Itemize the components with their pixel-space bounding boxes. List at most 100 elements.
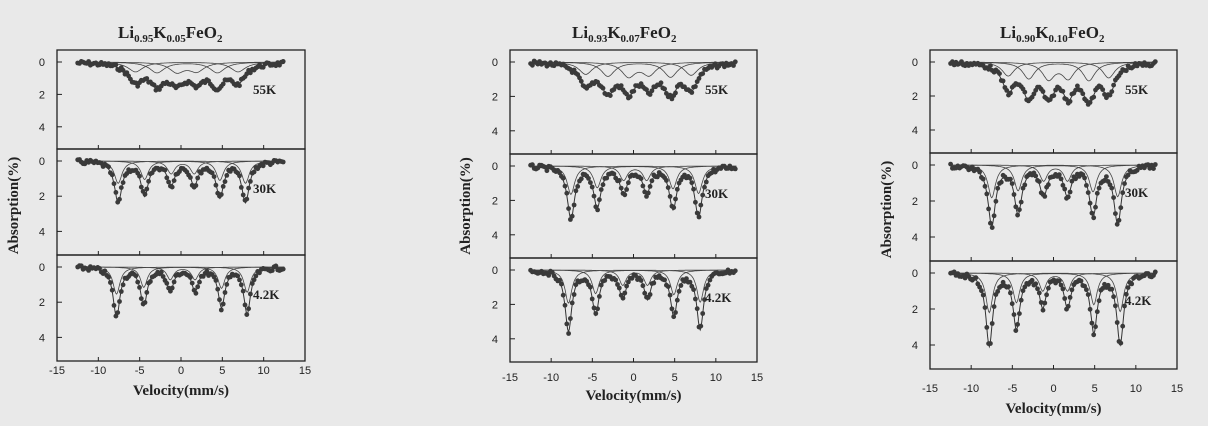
- data-point: [665, 284, 671, 289]
- data-point: [674, 186, 680, 192]
- fit-subspectrum: [950, 164, 1157, 199]
- data-point: [722, 64, 727, 70]
- data-point: [1089, 320, 1095, 326]
- data-point: [1085, 190, 1091, 196]
- data-point: [120, 67, 126, 73]
- data-point: [979, 288, 984, 294]
- data-point: [700, 71, 706, 76]
- data-point: [1046, 285, 1051, 291]
- data-point: [133, 273, 139, 279]
- data-point: [1111, 195, 1116, 201]
- data-point: [1100, 286, 1106, 291]
- y-tick-label: 2: [492, 299, 498, 311]
- data-point: [251, 277, 257, 283]
- panel-4.2K: 0 2 4 4.2K: [912, 260, 1178, 370]
- data-point: [142, 191, 148, 197]
- data-point: [1046, 182, 1051, 188]
- data-point: [248, 179, 253, 184]
- data-point: [1087, 306, 1093, 312]
- data-point: [997, 71, 1002, 76]
- data-point: [97, 266, 102, 271]
- data-point: [544, 168, 550, 174]
- data-point: [667, 292, 673, 298]
- data-point: [280, 59, 286, 64]
- y-tick-label: 0: [39, 262, 45, 274]
- data-point: [982, 183, 988, 189]
- temperature-label: 55K: [705, 82, 729, 97]
- data-point: [220, 81, 226, 87]
- data-point: [222, 179, 228, 185]
- y-tick-label: 4: [912, 125, 918, 137]
- panel-4.2K: 0 2 4 4.2K: [492, 257, 758, 363]
- data-point: [1087, 200, 1093, 206]
- data-point: [249, 281, 255, 286]
- data-point: [146, 178, 152, 184]
- data-point: [626, 180, 631, 186]
- data-point: [218, 307, 224, 313]
- y-tick-label: 4: [492, 230, 498, 242]
- data-point: [702, 184, 707, 190]
- data-point: [698, 323, 704, 329]
- data-point: [662, 277, 667, 283]
- data-point: [160, 274, 166, 279]
- data-point: [607, 93, 613, 98]
- data-point: [995, 185, 1001, 191]
- data-point: [988, 220, 993, 226]
- data-point: [171, 178, 177, 184]
- data-point: [732, 268, 738, 274]
- data-point: [578, 78, 584, 84]
- data-point: [1084, 183, 1089, 188]
- data-point: [115, 310, 121, 315]
- data-point: [651, 280, 657, 286]
- data-point: [1129, 281, 1135, 287]
- data-point: [647, 92, 653, 97]
- data-point: [222, 290, 228, 295]
- data-point: [622, 192, 628, 198]
- formula-subscript: 2: [217, 33, 223, 45]
- data-point: [193, 290, 199, 296]
- data-point: [698, 202, 704, 208]
- data-point: [109, 172, 115, 178]
- data-point: [244, 196, 250, 202]
- data-point: [111, 181, 117, 187]
- data-point: [586, 176, 591, 181]
- y-tick-label: 2: [912, 91, 918, 103]
- data-point: [600, 182, 606, 188]
- data-point: [1017, 207, 1022, 213]
- data-point: [1078, 278, 1084, 284]
- data-point: [117, 196, 122, 202]
- data-point: [1152, 269, 1158, 275]
- data-point: [1116, 217, 1122, 223]
- x-tick-label: 15: [299, 365, 311, 377]
- data-point: [1100, 87, 1106, 92]
- y-tick-label: 4: [912, 340, 918, 352]
- fit-subspectrum: [950, 272, 1157, 306]
- y-tick-label: 4: [39, 332, 45, 344]
- data-point: [616, 178, 622, 183]
- data-point: [568, 316, 573, 321]
- data-point: [1064, 97, 1069, 102]
- data-point: [242, 302, 248, 308]
- data-point: [689, 180, 695, 186]
- data-point: [980, 292, 986, 298]
- data-point: [1040, 89, 1046, 94]
- data-point: [1111, 82, 1116, 88]
- data-point: [644, 87, 649, 92]
- data-point: [1082, 175, 1087, 181]
- data-point: [618, 83, 624, 88]
- data-point: [627, 94, 633, 100]
- data-point: [1040, 307, 1046, 313]
- data-point: [638, 176, 644, 182]
- data-point: [142, 300, 148, 305]
- data-point: [106, 274, 111, 280]
- data-point: [984, 191, 990, 197]
- formula-subscript: 2: [671, 33, 677, 45]
- data-point: [1123, 68, 1129, 74]
- data-point: [647, 292, 653, 297]
- data-point: [1042, 300, 1048, 306]
- data-point: [118, 185, 124, 191]
- data-point: [1033, 173, 1039, 179]
- temperature-label: 30K: [1125, 185, 1149, 200]
